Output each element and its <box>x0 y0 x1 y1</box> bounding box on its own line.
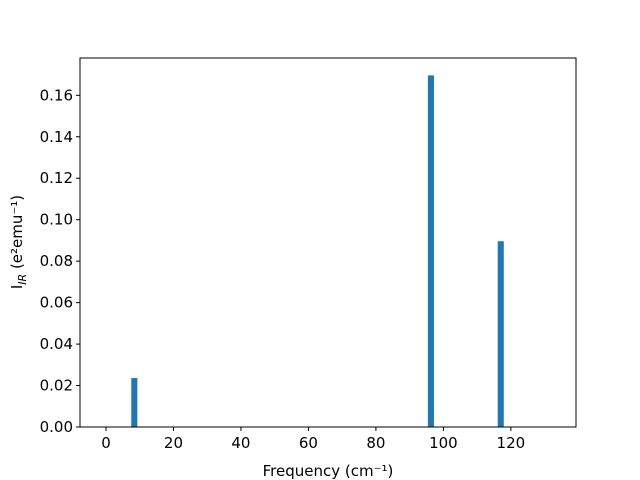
x-tick-label: 60 <box>299 434 318 452</box>
y-tick-label: 0.00 <box>40 418 73 436</box>
axes-frame <box>79 57 577 428</box>
y-tick-label: 0.02 <box>40 377 73 395</box>
y-label-rest: (e²emu⁻¹) <box>8 195 26 274</box>
y-tick-label: 0.08 <box>40 252 73 270</box>
x-tick-label: 100 <box>429 434 458 452</box>
y-axis-label: IIR (e²emu⁻¹) <box>8 195 29 289</box>
y-tick-label: 0.10 <box>40 211 73 229</box>
x-tick-label: 40 <box>231 434 250 452</box>
bar <box>497 241 504 427</box>
x-tick-label: 0 <box>101 434 111 452</box>
y-tick-label: 0.04 <box>40 335 73 353</box>
y-label-main: I <box>8 285 26 289</box>
x-tick-label: 120 <box>497 434 526 452</box>
bar <box>131 378 138 427</box>
y-label-sub: IR <box>16 274 29 285</box>
x-tick-label: 80 <box>366 434 385 452</box>
y-tick-label: 0.14 <box>40 128 73 146</box>
y-tick-label: 0.16 <box>40 86 73 104</box>
y-tick-label: 0.06 <box>40 294 73 312</box>
x-tick-label: 20 <box>164 434 183 452</box>
bar <box>427 75 434 427</box>
x-axis-label: Frequency (cm⁻¹) <box>263 462 394 480</box>
y-tick-label: 0.12 <box>40 169 73 187</box>
